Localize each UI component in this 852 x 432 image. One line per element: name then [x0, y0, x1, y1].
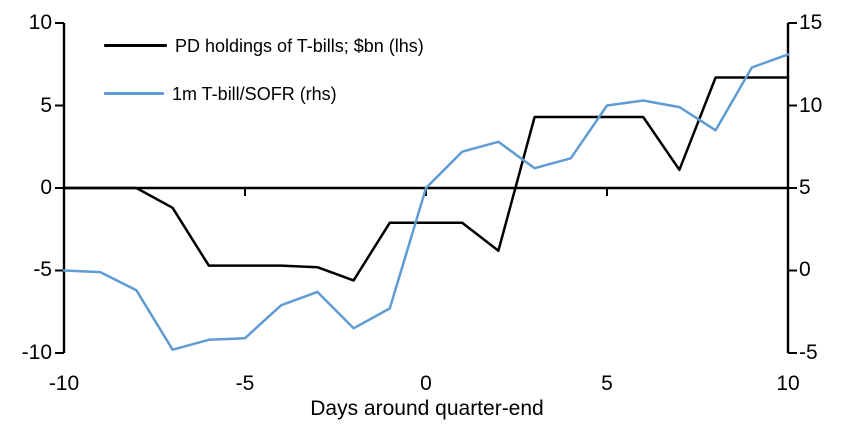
right-axis-tick-label: 10 — [799, 94, 823, 117]
x-axis-tick-label: 5 — [601, 372, 613, 395]
series-line-1 — [62, 53, 790, 351]
legend-swatch-0 — [104, 44, 167, 47]
left-axis-tick-label: -5 — [33, 258, 52, 281]
right-axis-tick-label: 5 — [799, 176, 811, 199]
left-axis-tick-label: 0 — [40, 176, 52, 199]
right-axis-tick-label: -5 — [799, 341, 818, 364]
tick-marks — [55, 22, 797, 354]
legend-label-tbill-sofr: 1m T-bill/SOFR (rhs) — [172, 84, 337, 104]
legend-label-pd-holdings: PD holdings of T-bills; $bn (lhs) — [175, 36, 424, 56]
left-axis-tick-label: 10 — [28, 11, 52, 34]
left-axis-tick-label: 5 — [40, 94, 52, 117]
x-axis-tick-label: 0 — [420, 372, 432, 395]
left-axis-tick-label: -10 — [21, 341, 52, 364]
x-axis-tick-label: -5 — [235, 372, 255, 395]
right-axis-tick-label: 15 — [799, 11, 823, 34]
right-axis-tick-label: 0 — [799, 258, 811, 281]
x-axis-title: Days around quarter-end — [310, 397, 544, 420]
series-line-0 — [62, 76, 790, 282]
x-axis-tick-label: 10 — [776, 372, 800, 395]
x-axis-tick-label: -10 — [48, 372, 80, 395]
legend-swatch-1 — [104, 92, 164, 95]
